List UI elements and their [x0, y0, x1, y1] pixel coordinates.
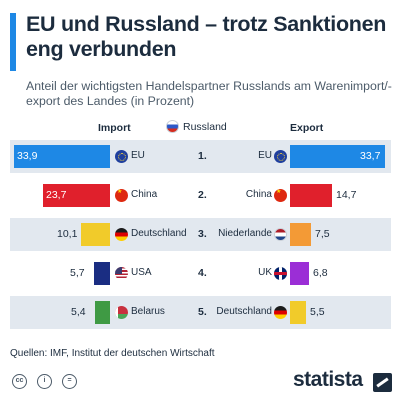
export-value-label: 5,5 [310, 306, 325, 318]
rank-label: 1. [198, 150, 207, 162]
china-flag-icon [274, 189, 287, 202]
table-row: 5,4 Belarus 5. Deutschland 5,5 [10, 296, 391, 329]
statista-logo: statista [293, 368, 363, 391]
export-partner-label: UK [258, 267, 272, 278]
export-bar [290, 145, 385, 168]
usa-flag-icon [115, 267, 128, 280]
russia-label: Russland [183, 120, 227, 133]
cc-icon: cc [12, 374, 27, 389]
title-accent-bar [10, 13, 16, 71]
export-bar [290, 184, 332, 207]
russia-header: Russland [166, 120, 227, 133]
import-partner-label: China [131, 189, 158, 200]
export-value-label: 6,8 [313, 267, 328, 279]
export-bar [290, 262, 309, 285]
table-row: 10,1 Deutschland 3. Niederlande 7,5 [10, 218, 391, 251]
statista-logo-icon [373, 373, 392, 392]
export-value-label: 14,7 [336, 189, 357, 201]
eu-flag-icon [115, 150, 128, 163]
chart-subtitle: Anteil der wichtigsten Handelspartner Ru… [26, 79, 392, 108]
import-value-label: 33,9 [17, 150, 38, 162]
import-partner-label: USA [131, 267, 152, 278]
russia-flag-icon [166, 120, 179, 133]
import-bar [81, 223, 110, 246]
import-value-label: 5,4 [71, 306, 86, 318]
table-row: 5,7 USA 4. UK 6,8 [10, 257, 391, 290]
import-bar [94, 262, 110, 285]
import-bar [14, 145, 110, 168]
export-partner-label: Deutschland [216, 306, 272, 317]
belarus-flag-icon [115, 306, 128, 319]
import-partner-label: EU [131, 150, 145, 161]
import-bar [43, 184, 110, 207]
export-partner-label: China [245, 189, 272, 200]
import-value-label: 10,1 [57, 228, 78, 240]
export-bar [290, 223, 311, 246]
netherlands-flag-icon [274, 228, 287, 241]
import-value-label: 23,7 [46, 189, 67, 201]
rank-label: 2. [198, 189, 207, 201]
import-value-label: 5,7 [70, 267, 85, 279]
rank-label: 5. [198, 306, 207, 318]
import-partner-label: Belarus [131, 306, 165, 317]
chart-title: EU und Russland – trotz Sanktionen eng v… [26, 12, 387, 61]
export-partner-label: EU [258, 150, 272, 161]
export-column-header: Export [290, 122, 324, 134]
germany-flag-icon [115, 228, 128, 241]
export-partner-label: Niederlande [218, 228, 272, 239]
import-bar [95, 301, 110, 324]
germany-flag-icon [274, 306, 287, 319]
import-partner-label: Deutschland [131, 228, 187, 239]
table-row: 23,7 China 2. China 14,7 [10, 179, 391, 212]
export-value-label: 33,7 [360, 150, 381, 162]
china-flag-icon [115, 189, 128, 202]
source-note: Quellen: IMF, Institut der deutschen Wir… [10, 348, 215, 359]
rank-label: 3. [198, 228, 207, 240]
export-value-label: 7,5 [315, 228, 330, 240]
person-icon: i [37, 374, 52, 389]
import-column-header: Import [98, 122, 131, 134]
eu-flag-icon [274, 150, 287, 163]
uk-flag-icon [274, 267, 287, 280]
equals-icon: = [62, 374, 77, 389]
export-bar [290, 301, 306, 324]
rank-label: 4. [198, 267, 207, 279]
table-row: 33,9 EU 1. EU 33,7 [10, 140, 391, 173]
